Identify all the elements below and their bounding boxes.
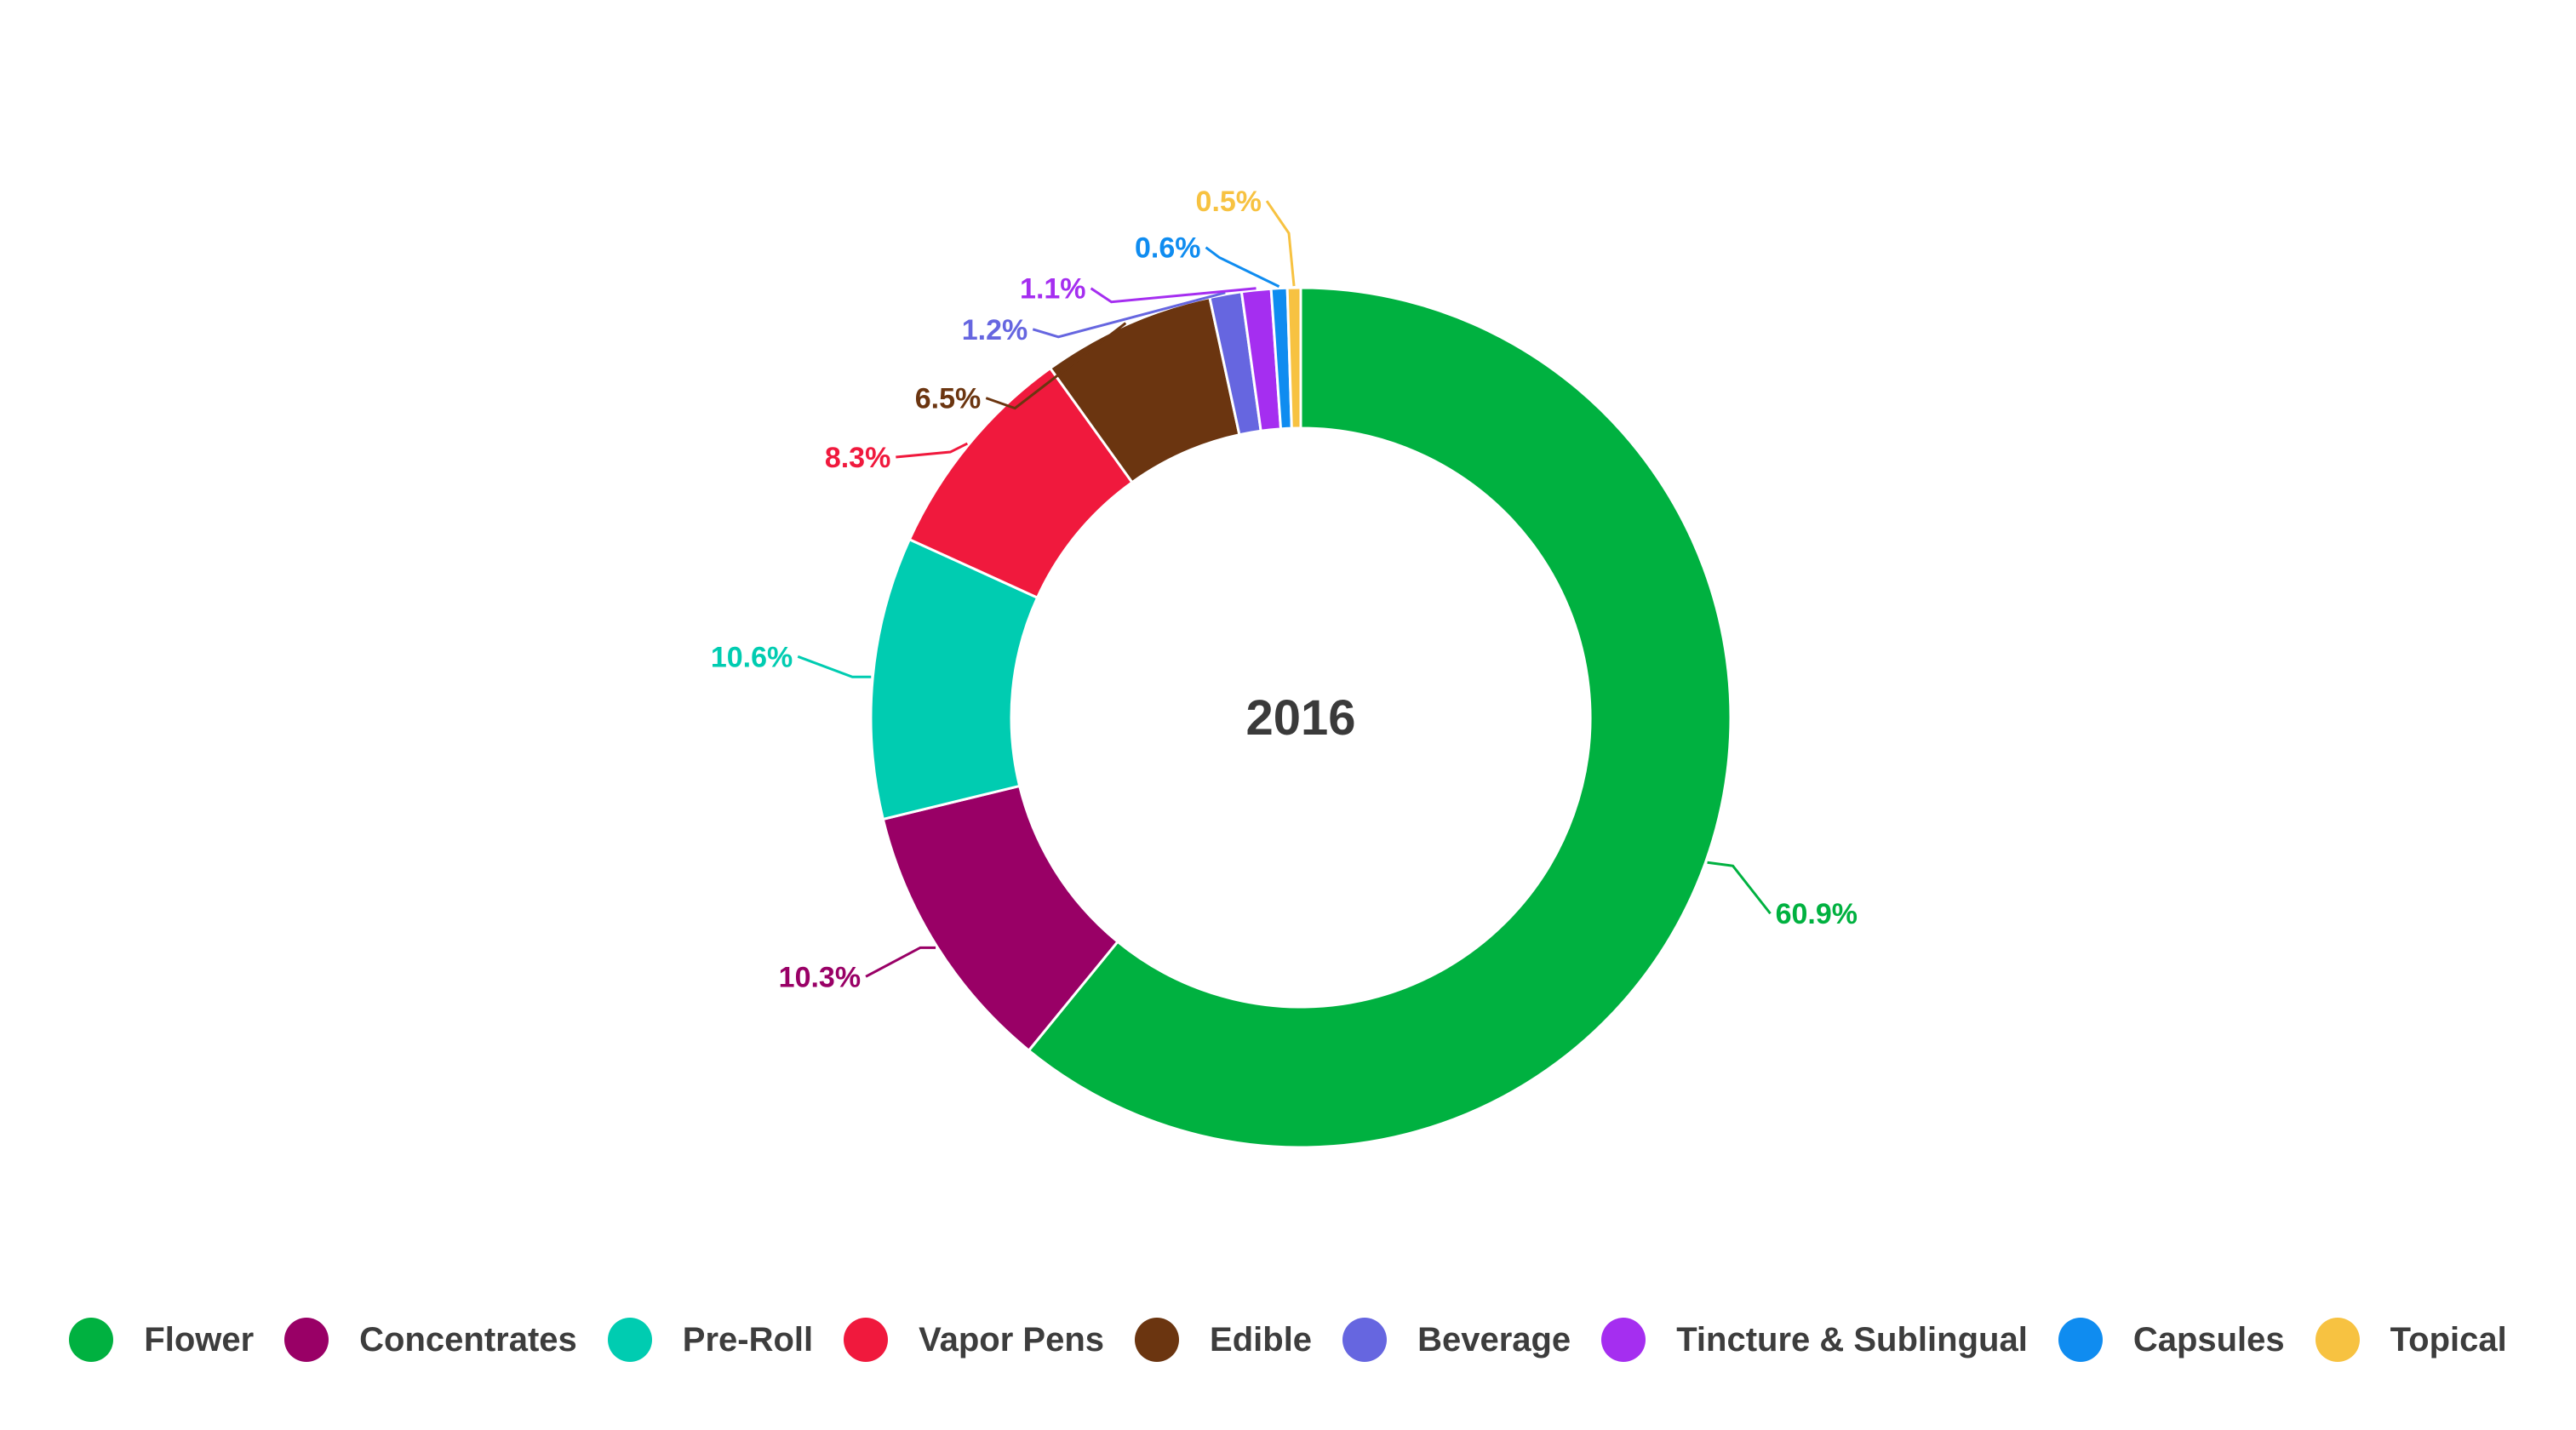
legend: Flower Concentrates Pre-Roll Vapor Pens Edib…: [0, 1318, 2576, 1362]
legend-item-edible: Edible: [1135, 1318, 1312, 1362]
data-label-tincture-and-sublingual: 1.1%: [1020, 273, 1086, 306]
leader-line-tincture-and-sublingual: [1090, 287, 1257, 304]
leader-line-edible: [985, 322, 1127, 410]
data-label-pre-roll: 10.6%: [711, 641, 793, 673]
leader-line-capsules: [1205, 246, 1280, 288]
legend-swatch: [2315, 1318, 2360, 1362]
legend-item-vapor-pens: Vapor Pens: [844, 1318, 1104, 1362]
slice-flower: [1027, 286, 1732, 1149]
slice-topical: [1285, 286, 1302, 430]
legend-label: Pre-Roll: [682, 1320, 814, 1358]
center-label: 2016: [1245, 690, 1355, 746]
leader-line-flower: [1707, 861, 1772, 915]
legend-item-pre-roll: Pre-Roll: [607, 1318, 814, 1362]
leader-line-pre-roll: [797, 655, 872, 678]
data-label-beverage: 1.2%: [962, 314, 1028, 346]
slices-group: [869, 286, 1732, 1149]
legend-swatch: [1601, 1318, 1646, 1362]
legend-swatch: [844, 1318, 889, 1362]
legend-label: Capsules: [2132, 1320, 2285, 1358]
legend-label: Vapor Pens: [919, 1320, 1105, 1358]
legend-label: Flower: [144, 1320, 255, 1358]
legend-item-concentrates: Concentrates: [284, 1318, 577, 1362]
leader-lines-group: [797, 200, 1772, 978]
donut-chart: 60.9%10.3%10.6%8.3%6.5%1.2%1.1%0.6%0.5% …: [711, 186, 1858, 1149]
data-label-edible: 6.5%: [915, 383, 982, 415]
leader-line-concentrates: [865, 946, 936, 978]
legend-swatch: [1135, 1318, 1180, 1362]
legend-label: Topical: [2390, 1320, 2507, 1358]
leader-line-vapor-pens: [896, 442, 969, 459]
legend-item-flower: Flower: [69, 1318, 254, 1362]
legend-swatch: [2058, 1318, 2103, 1362]
data-label-concentrates: 10.3%: [779, 961, 861, 993]
legend-swatch: [69, 1318, 114, 1362]
legend-item-capsules: Capsules: [2058, 1318, 2285, 1362]
data-label-capsules: 0.6%: [1135, 232, 1201, 265]
leader-line-beverage: [1032, 291, 1226, 339]
data-label-vapor-pens: 8.3%: [825, 442, 891, 474]
legend-swatch: [284, 1318, 329, 1362]
legend-label: Tincture & Sublingual: [1676, 1320, 2028, 1358]
legend-label: Concentrates: [359, 1320, 577, 1358]
data-labels-group: 60.9% 10.3% 10.6% 8.3% 6.5% 1.2% 1.1% 0.6% 0.5%: [711, 186, 1858, 993]
leader-line-topical: [1265, 200, 1296, 287]
legend-item-tincture-and-sublingual: Tincture & Sublingual: [1601, 1318, 2028, 1362]
legend-label: Beverage: [1417, 1320, 1571, 1358]
legend-label: Edible: [1210, 1320, 1313, 1358]
legend-swatch: [607, 1318, 652, 1362]
legend-item-beverage: Beverage: [1342, 1318, 1571, 1362]
data-label-topical: 0.5%: [1196, 186, 1262, 218]
legend-item-topical: Topical: [2315, 1318, 2507, 1362]
legend-swatch: [1342, 1318, 1388, 1362]
data-label-flower: 60.9%: [1776, 898, 1858, 930]
